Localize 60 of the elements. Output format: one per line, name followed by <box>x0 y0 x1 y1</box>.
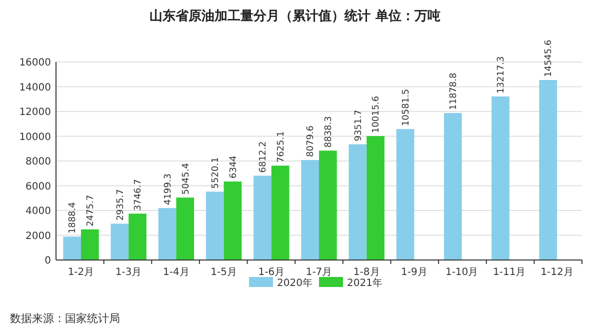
data-label: 10015.6 <box>372 96 382 134</box>
bar <box>444 113 462 260</box>
y-tick-label: 2000 <box>26 230 51 242</box>
x-tick-label: 1-5月 <box>210 267 237 278</box>
bar <box>128 214 146 260</box>
data-label: 6344 <box>228 155 239 178</box>
x-tick-label: 1-4月 <box>163 267 190 278</box>
y-tick-label: 8000 <box>26 156 51 168</box>
y-tick-label: 10000 <box>19 132 51 143</box>
data-label: 8838.3 <box>324 116 334 148</box>
x-tick-label: 1-3月 <box>115 267 142 278</box>
bar <box>539 80 558 260</box>
x-tick-label: 1-2月 <box>68 267 94 278</box>
source-note: 数据来源：国家统计局 <box>10 312 120 325</box>
bar <box>271 166 290 260</box>
x-tick-label: 1-8月 <box>353 267 380 278</box>
data-label: 2935.7 <box>116 189 126 221</box>
chart-title: 山东省原油加工量分月（累计值）统计 单位：万吨 <box>150 8 440 24</box>
data-label: 5045.4 <box>181 162 192 195</box>
data-label: 2475.7 <box>86 194 96 226</box>
bar <box>492 96 510 260</box>
bar <box>176 198 194 260</box>
data-label: 11878.8 <box>449 72 460 110</box>
data-label: 10581.5 <box>401 88 412 126</box>
bar <box>158 208 176 260</box>
x-tick-label: 1-7月 <box>306 267 332 278</box>
y-tick-label: 0 <box>44 256 51 266</box>
data-label: 4199.3 <box>163 174 174 206</box>
bar <box>63 236 81 260</box>
x-tick-label: 1-9月 <box>401 267 428 278</box>
data-label: 3746.7 <box>134 179 144 211</box>
data-label: 1888.4 <box>68 202 78 234</box>
bar <box>348 144 367 260</box>
x-tick-label: 1-12月 <box>540 267 574 278</box>
bar <box>366 136 384 260</box>
bar <box>80 229 99 260</box>
y-tick-label: 16000 <box>19 58 51 68</box>
x-tick-label: 1-10月 <box>445 267 478 278</box>
x-tick-label: 1-11月 <box>493 267 526 278</box>
bar <box>110 224 129 260</box>
legend-label: 2020年 <box>277 277 312 289</box>
y-tick-label: 6000 <box>26 181 51 192</box>
y-tick-label: 14000 <box>19 82 51 94</box>
data-label: 14545.6 <box>544 40 554 77</box>
data-label: 7625.1 <box>276 131 286 163</box>
data-label: 13217.3 <box>496 56 507 94</box>
data-label: 5520.1 <box>211 157 222 189</box>
bar <box>319 150 337 260</box>
data-label: 6812.2 <box>258 141 269 173</box>
y-tick-label: 12000 <box>19 107 51 118</box>
data-label: 8079.6 <box>306 125 316 158</box>
data-label: 9351.7 <box>354 110 364 142</box>
bar <box>206 192 224 260</box>
legend-label: 2021年 <box>347 277 382 289</box>
bar <box>254 176 272 260</box>
bar <box>396 129 414 260</box>
x-tick-label: 1-6月 <box>258 267 285 278</box>
bar <box>301 160 319 260</box>
bar <box>224 181 242 260</box>
y-tick-label: 4000 <box>26 206 51 217</box>
